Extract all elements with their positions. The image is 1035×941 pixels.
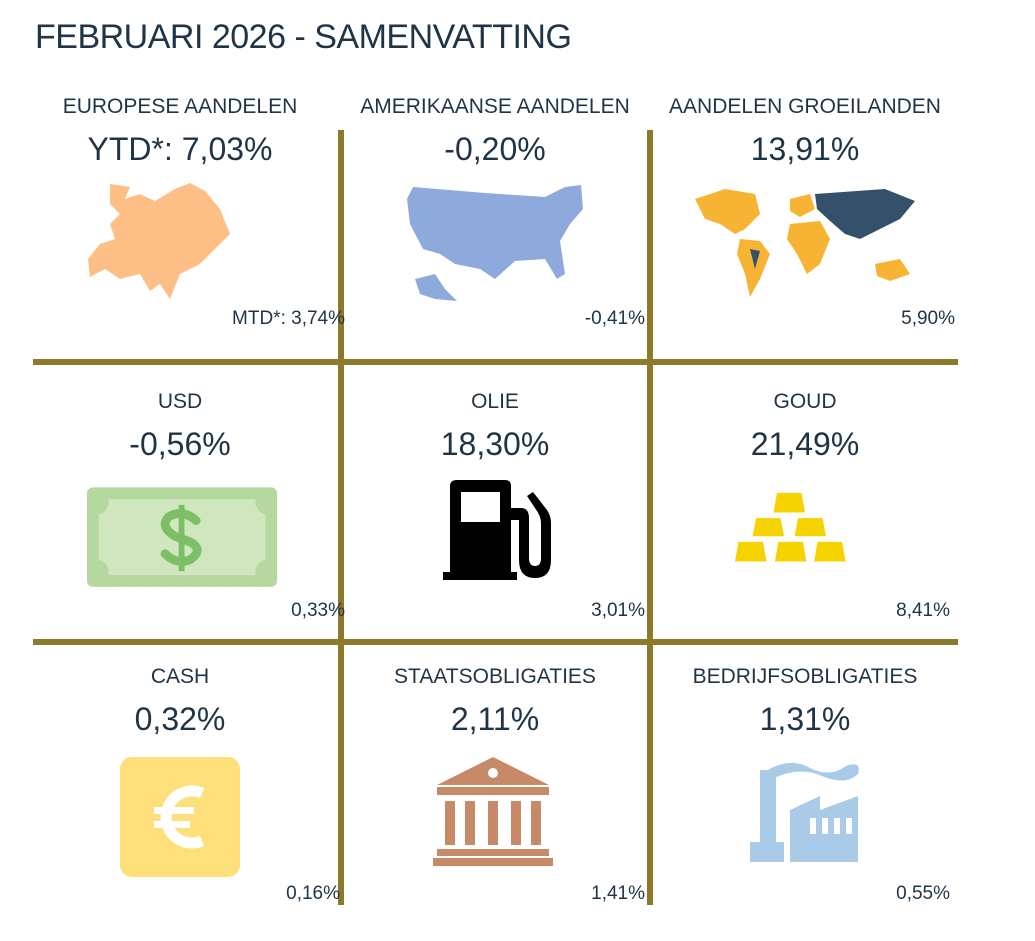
tile-label: EUROPESE AANDELEN [62, 95, 298, 118]
tile-mtd: 0,33% [291, 600, 345, 621]
tile-label: AANDELEN GROEILANDEN [669, 95, 941, 118]
world-map [695, 189, 915, 297]
usa-map [407, 185, 583, 301]
tile-label: BEDRIJFSOBLIGATIES [692, 665, 918, 688]
tile-mtd: 0,16% [286, 883, 340, 904]
tile: EUROPESE AANDELEN YTD*: 7,03% MTD*: 3,74… [25, 95, 345, 365]
tile-mtd: 3,01% [591, 600, 645, 621]
gold-icon [735, 492, 846, 562]
tile-value: 1,31% [759, 701, 851, 737]
tile-label: CASH [150, 665, 210, 688]
tile-value: 21,49% [750, 426, 860, 462]
tile: BEDRIJFSOBLIGATIES 1,31% 0,55% [650, 665, 960, 935]
tile: GOUD 21,49% 8,41% [650, 390, 960, 660]
tile-mtd: 8,41% [896, 600, 950, 621]
tile-value: 18,30% [440, 426, 550, 462]
tile-label: USD [157, 390, 203, 413]
bank-icon [433, 757, 553, 866]
tile-label: AMERIKAANSE AANDELEN [360, 95, 630, 118]
tile-label: STAATSOBLIGATIES [394, 665, 596, 688]
tile-value: 2,11% [450, 701, 540, 737]
tile-value: 13,91% [750, 131, 860, 167]
europe-map [88, 183, 230, 299]
tile: STAATSOBLIGATIES 2,11% 1,41% [340, 665, 650, 935]
tile: AANDELEN GROEILANDEN 13,91% 5,90% [650, 95, 960, 365]
page-title: FEBRUARI 2026 - SAMENVATTING [35, 18, 572, 56]
tile-label: GOUD [773, 390, 837, 413]
tile-label: OLIE [471, 390, 519, 413]
tile-value: YTD*: 7,03% [87, 131, 273, 167]
divider [338, 130, 344, 905]
tile-mtd: 1,41% [591, 883, 645, 904]
divider [647, 130, 653, 905]
factory-icon [750, 762, 859, 862]
tile-value: -0,20% [444, 131, 546, 167]
tile: USD -0,56% 0,33% [25, 390, 345, 660]
tile-mtd: 5,90% [901, 308, 955, 329]
tile-mtd: MTD*: 3,74% [232, 308, 345, 329]
tile-mtd: -0,41% [584, 308, 645, 329]
tile-mtd: 0,55% [896, 883, 950, 904]
dollar-icon [87, 487, 278, 587]
divider [33, 359, 958, 365]
euro-icon [120, 757, 240, 877]
tile: OLIE 18,30% 3,01% [340, 390, 650, 660]
tile-value: -0,56% [129, 426, 231, 462]
tile: AMERIKAANSE AANDELEN -0,20% -0,41% [340, 95, 650, 365]
tile-value: 0,32% [134, 701, 226, 737]
tile: CASH 0,32% 0,16% [25, 665, 340, 935]
divider [33, 639, 958, 645]
fuel-icon [443, 480, 551, 580]
